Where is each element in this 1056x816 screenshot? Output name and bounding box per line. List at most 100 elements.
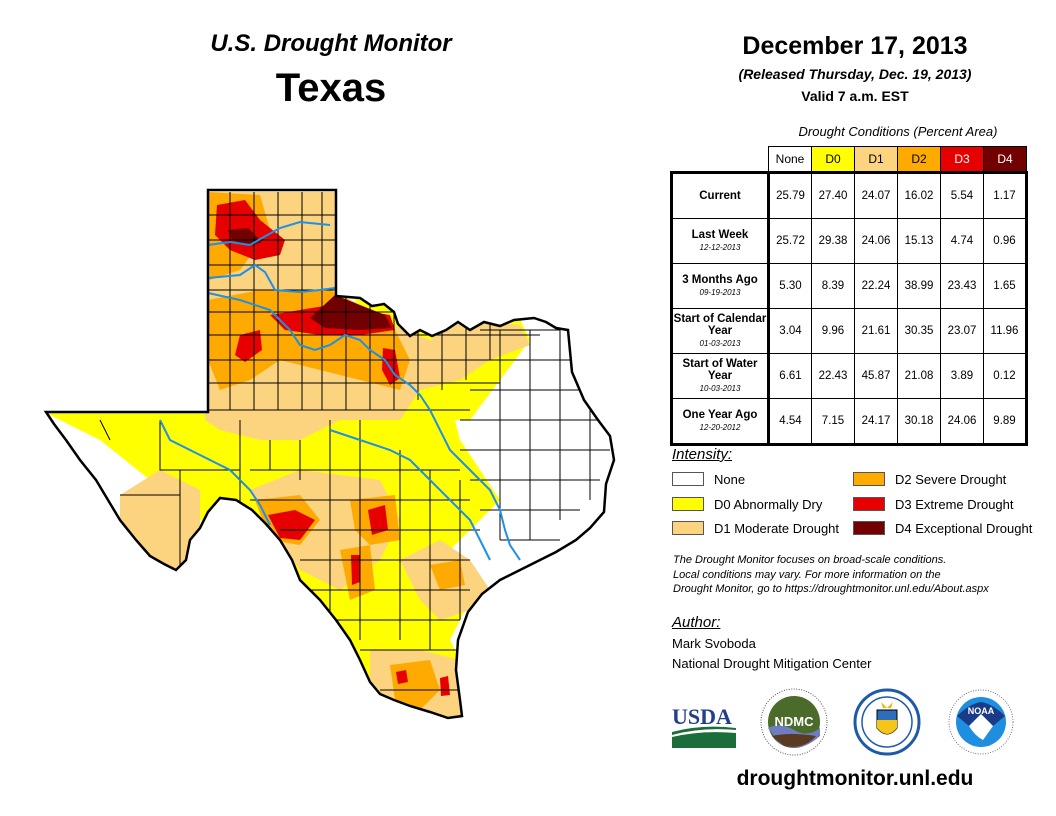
area-d3-7	[351, 555, 360, 585]
table-title: Drought Conditions (Percent Area)	[798, 124, 998, 139]
county-lines	[99, 192, 610, 691]
header-d4: D4	[983, 146, 1027, 173]
map-date: December 17, 2013	[742, 32, 968, 60]
cell-d1: 21.61	[854, 308, 898, 354]
row-label: Start of Water Year 10-03-2013	[670, 353, 770, 399]
ndmc-logo: NDMC	[760, 688, 828, 756]
row-label: 3 Months Ago 09-19-2013	[670, 263, 770, 309]
usda-logo-text: USDA	[672, 704, 732, 729]
row-date: 12-20-2012	[699, 422, 741, 432]
cell-none: 5.30	[768, 263, 812, 309]
cell-d3: 5.54	[940, 172, 984, 219]
table-header-row: None D0 D1 D2 D3 D4	[672, 146, 1027, 173]
drought-conditions-table: None D0 D1 D2 D3 D4 Current 25.79 27.40 24.…	[670, 146, 1028, 446]
monitor-title: U.S. Drought Monitor	[210, 30, 452, 57]
cell-d1: 45.87	[854, 353, 898, 399]
legend-item-d4: D4 Exceptional Drought	[853, 519, 1032, 537]
cell-d1: 24.06	[854, 218, 898, 264]
texas-outline	[43, 188, 616, 720]
valid-time: Valid 7 a.m. EST	[801, 88, 909, 104]
header-d2: D2	[897, 146, 941, 173]
cell-d4: 1.65	[983, 263, 1027, 309]
cell-d2: 21.08	[897, 353, 941, 399]
website-url[interactable]: droughtmonitor.unl.edu	[736, 767, 974, 790]
release-date: (Released Thursday, Dec. 19, 2013)	[738, 66, 972, 82]
table-row: One Year Ago 12-20-2012 4.54 7.15 24.17 30.18…	[670, 398, 1027, 445]
legend-swatch	[853, 497, 885, 511]
legend-label: D2 Severe Drought	[895, 471, 1007, 487]
author-organization: National Drought Mitigation Center	[672, 656, 872, 671]
header-none: None	[768, 146, 812, 173]
cell-d0: 29.38	[811, 218, 855, 264]
cell-d0: 9.96	[811, 308, 855, 354]
cell-d4: 1.17	[983, 172, 1027, 219]
noaa-logo-text: NOAA	[968, 706, 995, 716]
disclaimer-line: The Drought Monitor focuses on broad-sca…	[673, 554, 947, 566]
legend-label: D4 Exceptional Drought	[895, 520, 1033, 536]
row-date: 09-19-2013	[699, 287, 741, 297]
disclaimer-line: Drought Monitor, go to https://droughtmo…	[673, 583, 989, 595]
header-blank	[672, 147, 769, 173]
header-d1: D1	[854, 146, 898, 173]
row-label-text: Start of Water Year	[682, 357, 758, 382]
row-label: One Year Ago 12-20-2012	[670, 398, 770, 445]
river-red-prairie-dog	[207, 263, 336, 294]
cell-d3: 23.07	[940, 308, 984, 354]
legend-item-none: None	[672, 470, 745, 488]
table-row: Last Week 12-12-2013 25.72 29.38 24.06 15.13 4…	[670, 218, 1027, 264]
region-title: Texas	[275, 66, 387, 110]
cell-d4: 0.12	[983, 353, 1027, 399]
usda-logo: USDA	[672, 704, 736, 748]
legend-swatch	[853, 521, 885, 535]
texas-drought-map	[43, 188, 616, 720]
cell-d1: 22.24	[854, 263, 898, 309]
author-name: Mark Svoboda	[672, 636, 756, 651]
legend-label: None	[714, 471, 746, 487]
row-label: Current	[670, 172, 770, 219]
disclaimer-line: Local conditions may vary. For more info…	[673, 568, 941, 581]
row-label-text: Last Week	[691, 228, 749, 241]
area-d3-3	[235, 330, 262, 362]
rivers	[159, 220, 521, 561]
row-date: 12-12-2013	[699, 242, 741, 252]
row-label: Start of Calendar Year 01-03-2013	[670, 308, 770, 354]
cell-d3: 4.74	[940, 218, 984, 264]
area-d3-8	[396, 670, 408, 684]
ndmc-logo-text: NDMC	[775, 714, 815, 729]
noaa-logo: NOAA	[948, 689, 1014, 755]
cell-none: 3.04	[768, 308, 812, 354]
legend-swatch	[672, 497, 704, 511]
river-canadian	[207, 220, 331, 247]
cell-d2: 16.02	[897, 172, 941, 219]
legend-swatch	[853, 472, 885, 486]
row-label-text: Current	[699, 190, 741, 202]
cell-d3: 24.06	[940, 398, 984, 445]
legend-label: D3 Extreme Drought	[895, 496, 1014, 512]
legend-swatch	[672, 521, 704, 535]
row-date: 10-03-2013	[699, 383, 741, 393]
cell-d4: 11.96	[983, 308, 1027, 354]
legend-item-d1: D1 Moderate Drought	[672, 519, 839, 537]
legend-swatch	[672, 472, 704, 486]
table-row: Start of Calendar Year 01-03-2013 3.04 9.96…	[670, 308, 1027, 354]
row-label-text: 3 Months Ago	[682, 273, 758, 286]
area-d3-9	[440, 676, 450, 696]
cell-none: 6.61	[768, 353, 812, 399]
cell-d4: 9.89	[983, 398, 1027, 445]
cell-d3: 23.43	[940, 263, 984, 309]
cell-d1: 24.07	[854, 172, 898, 219]
cell-none: 25.72	[768, 218, 812, 264]
river-colorado	[329, 429, 491, 561]
legend-item-d0: D0 Abnormally Dry	[672, 495, 822, 513]
legend-label: D1 Moderate Drought	[714, 520, 840, 536]
legend-title: Intensity:	[672, 446, 733, 463]
cell-d2: 30.35	[897, 308, 941, 354]
cell-d1: 24.17	[854, 398, 898, 445]
cell-d0: 22.43	[811, 353, 855, 399]
legend-item-d2: D2 Severe Drought	[853, 470, 1006, 488]
cell-d0: 7.15	[811, 398, 855, 445]
legend-label: D0 Abnormally Dry	[714, 496, 823, 512]
area-d2-7	[430, 560, 465, 590]
row-label-text: Start of Calendar Year	[673, 312, 767, 337]
commerce-seal-logo	[853, 688, 921, 756]
